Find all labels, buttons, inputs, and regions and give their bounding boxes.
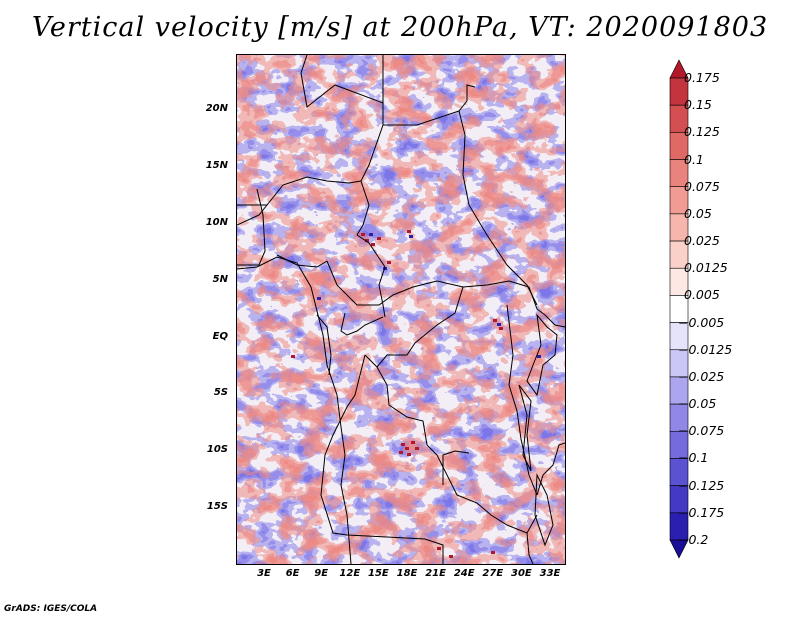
grads-credit: GrADS: IGES/COLA — [4, 604, 98, 614]
lon-label: 21E — [425, 568, 446, 579]
hotspot — [537, 355, 541, 358]
colorbar-label: −0.075 — [678, 423, 725, 439]
velocity-field-map — [237, 55, 565, 564]
hotspot — [409, 235, 413, 238]
hotspot — [437, 547, 441, 550]
colorbar-label: −0.05 — [678, 396, 717, 412]
lat-label: 20N — [205, 103, 228, 114]
hotspot — [291, 355, 295, 358]
hotspot — [415, 447, 419, 450]
lat-label: 15S — [206, 501, 228, 512]
hotspot — [401, 443, 405, 446]
positive-velocity-field — [237, 55, 565, 564]
lat-label: 5N — [212, 274, 228, 285]
hotspot — [371, 243, 375, 246]
hotspot — [411, 441, 415, 444]
hotspot — [493, 319, 497, 322]
lon-label: 18E — [396, 568, 418, 579]
colorbar-label: 0.0125 — [684, 260, 728, 276]
hotspot — [399, 451, 403, 454]
colorbar-label: −0.0125 — [678, 341, 733, 357]
colorbar-label: 0.025 — [684, 233, 720, 249]
hotspot — [491, 551, 495, 554]
lon-label: 15E — [368, 568, 389, 579]
hotspot — [361, 233, 365, 236]
colorbar-label: −0.175 — [678, 504, 725, 520]
colorbar-label: −0.025 — [678, 368, 725, 384]
lat-label: 15N — [205, 160, 228, 171]
colorbar-label: 0.075 — [684, 178, 720, 194]
colorbar-label: 0.1 — [684, 151, 704, 167]
colorbar-label: −0.1 — [678, 450, 709, 466]
hotspot — [405, 447, 409, 450]
colorbar-bottom-arrow — [669, 539, 689, 559]
colorbar-label: 0.125 — [684, 124, 720, 140]
lon-label: 30E — [511, 568, 532, 579]
hotspot — [387, 261, 391, 264]
colorbar-label: −0.125 — [678, 477, 725, 493]
lat-label: 10N — [205, 217, 228, 228]
hotspot — [377, 237, 381, 240]
country-borders — [237, 55, 565, 564]
lat-label: 10S — [206, 444, 228, 455]
lat-label: 5S — [213, 387, 228, 398]
colorbar-label: 0.175 — [684, 70, 720, 85]
colorbar-label: 0.005 — [684, 287, 720, 303]
lon-label: 9E — [314, 568, 329, 579]
lon-label: 6E — [285, 568, 300, 579]
colorbar-label: −0.005 — [678, 314, 725, 330]
hotspot — [407, 453, 411, 456]
hotspot — [499, 327, 503, 330]
lon-label: 24E — [453, 568, 475, 579]
hotspot — [369, 233, 373, 236]
lon-label: 3E — [257, 568, 271, 579]
lon-label: 33E — [539, 568, 561, 579]
colorbar-label: −0.2 — [678, 532, 709, 547]
lon-label: 12E — [339, 568, 361, 579]
colorbar-label: 0.15 — [684, 97, 712, 113]
plot-title: Vertical velocity [m/s] at 200hPa, VT: 2… — [31, 12, 769, 43]
hotspot — [449, 555, 453, 558]
colorbar — [669, 59, 689, 559]
lon-label: 27E — [482, 568, 504, 579]
hotspot — [407, 230, 411, 233]
map-panel — [236, 54, 566, 565]
lat-label: EQ — [212, 331, 228, 342]
hotspot — [365, 239, 369, 242]
hotspot — [317, 297, 321, 300]
colorbar-label: 0.05 — [684, 205, 712, 221]
coastlines — [237, 256, 558, 564]
hotspot — [497, 323, 501, 326]
